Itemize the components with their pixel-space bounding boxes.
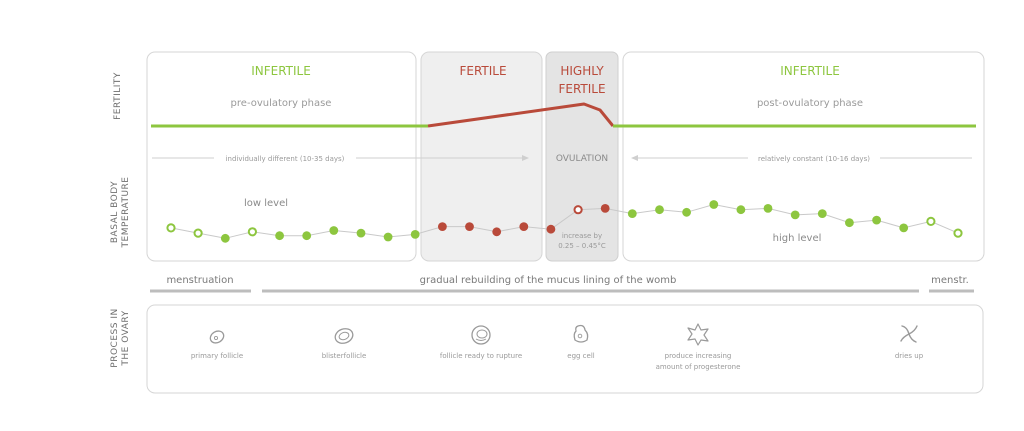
- row-label-process-line1: PROCESS IN: [110, 308, 120, 367]
- dries-up-icon: [900, 325, 918, 343]
- phase-subtitle-pre: pre-ovulatory phase: [231, 98, 332, 109]
- temperature-point: [275, 231, 284, 241]
- temperature-point: [926, 216, 936, 226]
- follicle-rupture-icon: [471, 325, 491, 345]
- temperature-point: [709, 200, 719, 209]
- row-label-bbt-line2: TEMPERATURE: [121, 177, 131, 249]
- ovary-box: [146, 304, 984, 394]
- ovary-label-primary-follicle: primary follicle: [191, 352, 243, 360]
- temperature-point: [682, 207, 691, 217]
- temperature-point: [519, 222, 529, 232]
- temperature-point: [438, 222, 447, 232]
- temperature-point: [383, 232, 393, 242]
- temperature-point: [220, 233, 230, 243]
- blister-follicle-icon: [334, 328, 354, 344]
- egg-cell-icon: [573, 324, 589, 343]
- primary-follicle-icon: [209, 330, 225, 344]
- mucus-menstruation-label: menstruation: [166, 275, 233, 286]
- phase-title-highly-line1: HIGHLY: [560, 64, 604, 78]
- temperature-point: [356, 228, 366, 238]
- phase-title-fertile: FERTILE: [459, 64, 506, 78]
- phase-subtitle-post: post-ovulatory phase: [757, 98, 863, 109]
- temperature-point: [790, 210, 800, 220]
- temp-increase-line1: increase by: [562, 232, 602, 240]
- temp-high-label: high level: [773, 233, 822, 244]
- row-label-fertility: FERTILITY: [113, 72, 123, 120]
- fertile-box: [420, 51, 543, 262]
- temperature-point: [166, 223, 176, 233]
- temperature-point: [492, 227, 502, 237]
- temperature-point: [627, 209, 637, 219]
- ovary-label-progesterone-line1: produce increasing: [665, 352, 732, 360]
- temp-increase-line2: 0.25 – 0.45°C: [558, 242, 606, 250]
- temperature-point: [329, 226, 339, 235]
- temperature-point: [247, 227, 257, 237]
- ovulation-label: OVULATION: [556, 154, 608, 164]
- ovary-label-blister-follicle: blisterfollicle: [322, 352, 367, 360]
- temperature-point: [899, 223, 909, 233]
- corpus-luteum-icon: [687, 323, 709, 346]
- temperature-point: [600, 204, 610, 213]
- duration-arrow-post: [631, 155, 638, 161]
- mucus-menstr-label: menstr.: [931, 275, 969, 286]
- duration-arrow-pre: [522, 155, 529, 161]
- temperature-point: [302, 231, 312, 241]
- duration-pre-label: individually different (10-35 days): [226, 155, 345, 163]
- temperature-point: [845, 218, 854, 228]
- fertility-line-fertile: [427, 102, 615, 128]
- mucus-rebuilding-label: gradual rebuilding of the mucus lining o…: [420, 275, 677, 286]
- temperature-point: [736, 205, 746, 215]
- phase-title-highly-line2: FERTILE: [558, 82, 605, 96]
- temperature-curve: [170, 203, 959, 239]
- temperature-point: [410, 230, 420, 239]
- temperature-point: [817, 209, 827, 219]
- phase-title-infertile-post: INFERTILE: [780, 64, 840, 78]
- temperature-point: [193, 228, 203, 238]
- temperature-point: [953, 228, 963, 238]
- temperature-points: [166, 200, 963, 243]
- ovary-label-dries-up: dries up: [895, 352, 924, 360]
- duration-post-label: relatively constant (10-16 days): [758, 155, 870, 163]
- temperature-point: [872, 215, 881, 225]
- ovary-label-follicle-rupture: follicle ready to rupture: [440, 352, 522, 360]
- temperature-point: [465, 222, 474, 232]
- phase-title-infertile-pre: INFERTILE: [251, 64, 311, 78]
- infertile-pre-box: [146, 51, 417, 262]
- ovary-label-egg-cell: egg cell: [567, 352, 595, 360]
- ovary-label-progesterone-line2: amount of progesterone: [656, 363, 741, 371]
- row-label-bbt-line1: BASAL BODY: [110, 181, 120, 243]
- temperature-point: [546, 224, 556, 234]
- temp-low-label: low level: [244, 198, 288, 209]
- temperature-point: [763, 204, 773, 213]
- temperature-point: [655, 205, 664, 215]
- temperature-point: [573, 205, 583, 215]
- row-label-process-line2: THE OVARY: [121, 310, 131, 366]
